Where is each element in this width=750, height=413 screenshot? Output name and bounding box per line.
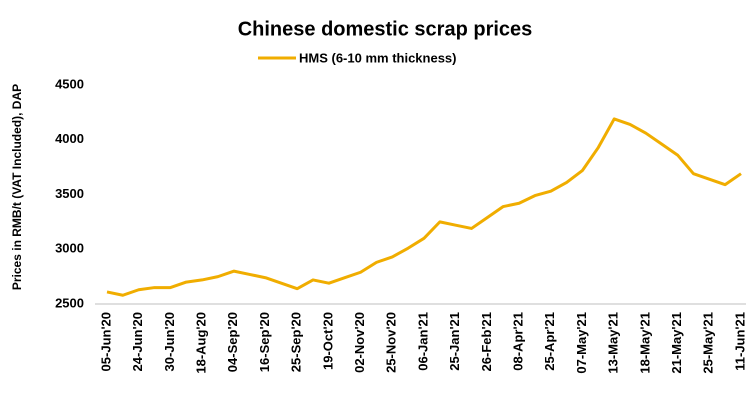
y-tick-label: 2500 <box>55 295 84 310</box>
x-tick-label: 24-Jun'20 <box>130 312 145 371</box>
x-tick-label: 16-Sep'20 <box>257 312 272 372</box>
y-tick-label: 3500 <box>55 186 84 201</box>
x-tick-label: 19-Oct'20 <box>320 312 335 370</box>
y-tick-label: 4500 <box>55 76 84 91</box>
x-tick-label: 18-Aug'20 <box>194 312 209 374</box>
x-tick-label: 25-Sep'20 <box>289 312 304 372</box>
x-tick-label: 21-May'21 <box>669 312 684 374</box>
x-tick-label: 08-Apr'21 <box>511 312 526 371</box>
x-tick-label: 06-Jan'21 <box>415 312 430 371</box>
x-tick-label: 30-Jun'20 <box>162 312 177 371</box>
y-tick-label: 4000 <box>55 131 84 146</box>
y-axis-label: Prices in RMB/t (VAT Included), DAP <box>10 84 24 290</box>
x-tick-label: 11-Jun'21 <box>732 312 747 371</box>
x-tick-label: 25-Jan'21 <box>447 312 462 371</box>
x-tick-label: 05-Jun'20 <box>98 312 113 371</box>
x-tick-label: 02-Nov'20 <box>352 312 367 373</box>
x-tick-label: 25-Apr'21 <box>542 312 557 371</box>
x-tick-label: 26-Feb'21 <box>479 312 494 371</box>
x-tick-label: 25-May'21 <box>701 312 716 374</box>
x-tick-label: 04-Sep'20 <box>225 312 240 372</box>
x-tick-label: 13-May'21 <box>606 312 621 374</box>
y-tick-label: 3000 <box>55 241 84 256</box>
x-tick-label: 25-Nov'20 <box>384 312 399 373</box>
line-series <box>106 117 742 297</box>
chart-title: Chinese domestic scrap prices <box>238 18 533 40</box>
x-tick-label: 18-May'21 <box>637 312 652 374</box>
x-tick-label: 07-May'21 <box>574 312 589 374</box>
legend-label: HMS (6-10 mm thickness) <box>299 50 457 65</box>
